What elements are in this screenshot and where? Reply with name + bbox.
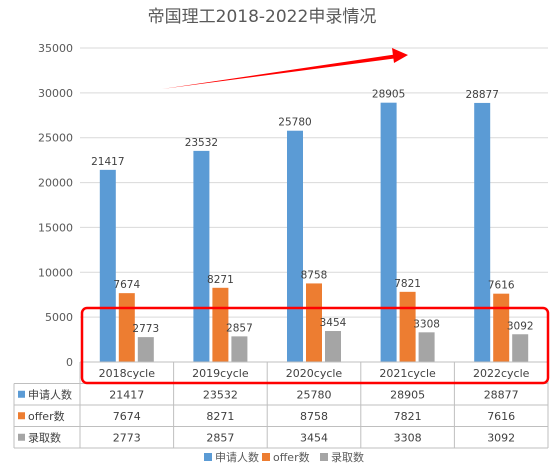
y-tick-label: 10000 [38, 266, 73, 279]
legend-swatch [204, 453, 212, 461]
series-name: 申请人数 [28, 388, 72, 401]
data-label: 8271 [207, 274, 234, 286]
bar [325, 331, 341, 362]
bar [118, 293, 135, 362]
table-cell: 3454 [300, 431, 328, 444]
bars [99, 102, 529, 363]
data-label: 2773 [132, 323, 159, 335]
bar [399, 291, 416, 362]
table-cell: 3308 [394, 431, 422, 444]
bar [212, 287, 229, 362]
data-label: 7674 [113, 279, 140, 291]
data-labels: 21417 23532 25780 28905 28877 7674 8271 8758 782… [91, 89, 533, 335]
bar [137, 337, 154, 362]
y-axis-ticks: 0 5000 10000 15000 20000 25000 30000 35000 [38, 42, 73, 369]
legend-label: 录取数 [331, 451, 364, 464]
category-label: 2022cycle [473, 367, 530, 380]
table-cell: 23532 [203, 388, 238, 401]
table-cell: 25780 [297, 388, 332, 401]
series-swatch [18, 390, 25, 398]
y-tick-label: 5000 [45, 311, 73, 324]
data-label: 3092 [507, 320, 534, 332]
table-cell: 3092 [487, 431, 515, 444]
chart-title: 帝国理工2018-2022申录情况 [148, 7, 377, 27]
table-cell: 7674 [113, 410, 141, 423]
bar [287, 130, 303, 362]
gridlines [80, 47, 548, 363]
legend-label: 申请人数 [215, 451, 259, 464]
data-label: 28905 [372, 89, 405, 101]
table-cell: 28905 [390, 388, 425, 401]
table-cell: 2773 [113, 431, 141, 444]
y-tick-label: 20000 [38, 177, 73, 190]
trend-arrow-shaft [162, 54, 398, 89]
series-swatch [18, 433, 25, 441]
y-tick-label: 25000 [38, 132, 73, 145]
legend-swatch [262, 453, 270, 461]
table-cell: 21417 [109, 388, 144, 401]
data-label: 7616 [488, 280, 515, 292]
data-label: 3454 [320, 317, 347, 329]
data-table: 2018cycle 2019cycle 2020cycle 2021cycle 2022… [13, 361, 549, 449]
y-tick-label: 0 [66, 356, 73, 369]
legend-swatch [320, 453, 328, 461]
data-label: 25780 [278, 117, 311, 129]
data-label: 21417 [91, 156, 124, 168]
bar [231, 336, 248, 362]
data-label: 2857 [226, 322, 253, 334]
y-tick-label: 35000 [38, 42, 73, 55]
y-tick-label: 15000 [38, 221, 73, 234]
legend-label: offer数 [273, 451, 310, 464]
table-cell: 8271 [206, 410, 234, 423]
category-label: 2019cycle [192, 367, 249, 380]
highlight-box [80, 306, 550, 385]
bar [306, 283, 322, 362]
data-label: 3308 [413, 318, 440, 330]
bar [512, 334, 529, 362]
series-name: 录取数 [28, 431, 61, 444]
y-tick-label: 30000 [38, 87, 73, 100]
bar [493, 293, 510, 362]
category-label: 2020cycle [286, 367, 343, 380]
data-label: 7821 [394, 278, 421, 290]
series-name: offer数 [28, 410, 65, 423]
table-cell: 7616 [487, 410, 515, 423]
series-swatch [18, 412, 25, 420]
data-label: 23532 [185, 137, 218, 149]
table-cell: 8758 [300, 410, 328, 423]
bar [418, 332, 435, 362]
bar [193, 150, 210, 362]
bar [474, 102, 491, 362]
category-label: 2018cycle [99, 367, 156, 380]
bar [380, 102, 397, 363]
category-label: 2021cycle [379, 367, 436, 380]
annotations [80, 48, 550, 385]
data-label: 28877 [465, 89, 498, 101]
table-cell: 28877 [484, 388, 519, 401]
table-cell: 7821 [394, 410, 422, 423]
trend-arrow-head [392, 48, 408, 63]
data-label: 8758 [301, 269, 328, 281]
bar [99, 169, 116, 362]
table-cell: 2857 [206, 431, 234, 444]
legend: 申请人数 offer数 录取数 [204, 451, 364, 464]
